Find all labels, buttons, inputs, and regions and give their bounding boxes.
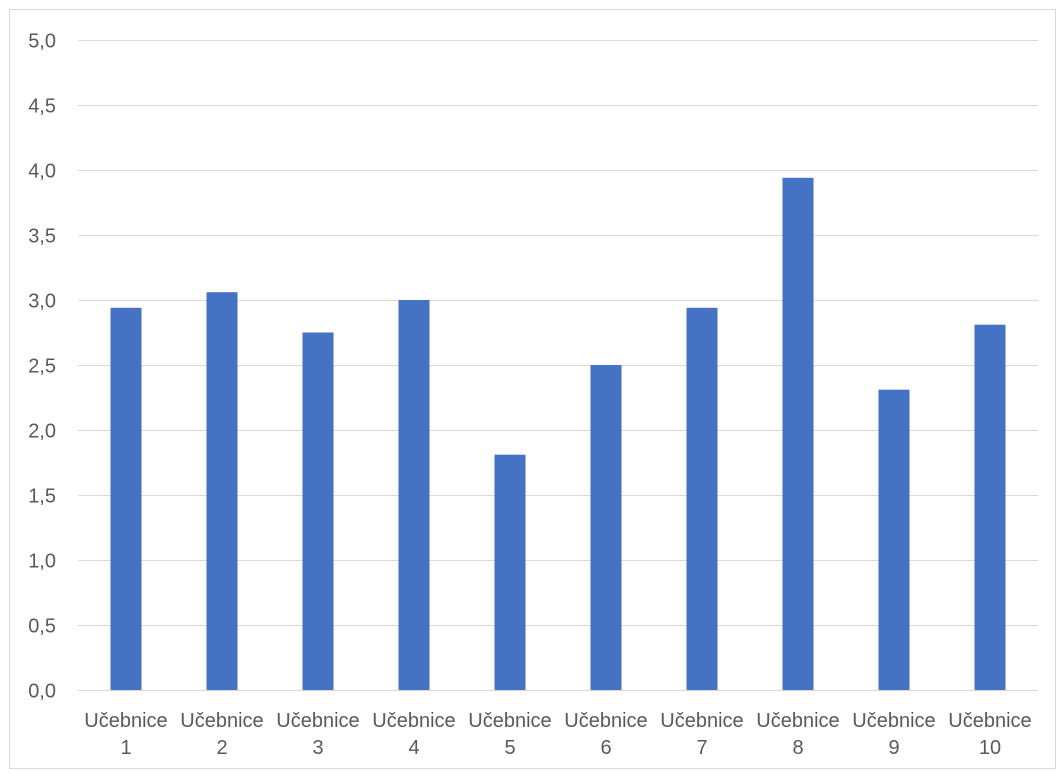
y-tick-label: 2,5 (28, 356, 56, 378)
x-tick-label: Učebnice 10 (948, 710, 1031, 759)
x-tick-label: Učebnice 3 (276, 710, 359, 759)
bar (398, 300, 430, 690)
x-tick-label: Učebnice 9 (852, 710, 935, 759)
y-tick-label: 1,5 (28, 486, 56, 508)
bar (878, 389, 910, 690)
y-tick-label: 4,5 (28, 96, 56, 118)
bar (206, 292, 238, 690)
x-tick-label: Učebnice 8 (756, 710, 839, 759)
x-tick-label: Učebnice 1 (84, 710, 167, 759)
y-tick-label: 3,5 (28, 226, 56, 248)
x-tick-label: Učebnice 5 (468, 710, 551, 759)
bars (110, 177, 1006, 691)
gridlines (78, 40, 1038, 691)
bar (110, 307, 142, 690)
y-tick-label: 2,0 (28, 421, 56, 443)
bar (782, 177, 814, 691)
bar (302, 332, 334, 690)
x-tick-label: Učebnice 2 (180, 710, 263, 759)
y-tick-label: 4,0 (28, 161, 56, 183)
y-tick-label: 0,5 (28, 616, 56, 638)
y-axis-ticks: 0,0 0,5 1,0 1,5 2,0 2,5 3,0 3,5 4,0 4,5 5,0 (28, 31, 56, 703)
y-tick-label: 1,0 (28, 551, 56, 573)
bar (974, 324, 1006, 690)
bar (590, 365, 622, 690)
bar (494, 454, 526, 690)
x-tick-label: Učebnice 6 (564, 710, 647, 759)
y-tick-label: 5,0 (28, 31, 56, 53)
bar (686, 307, 718, 690)
y-tick-label: 3,0 (28, 291, 56, 313)
y-tick-label: 0,0 (28, 681, 56, 703)
x-axis-ticks: Učebnice 1 Učebnice 2 Učebnice 3 Učebnice 4 Učeb… (84, 710, 1031, 759)
x-tick-label: Učebnice 7 (660, 710, 743, 759)
x-tick-label: Učebnice 4 (372, 710, 455, 759)
